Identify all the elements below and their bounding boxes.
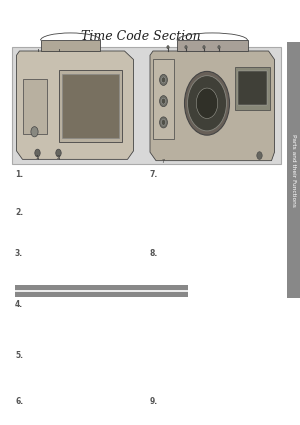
Circle shape <box>218 45 220 49</box>
Circle shape <box>160 96 167 107</box>
Circle shape <box>184 71 230 135</box>
Polygon shape <box>16 51 134 159</box>
Circle shape <box>56 149 61 157</box>
Circle shape <box>257 152 262 159</box>
Circle shape <box>35 149 40 157</box>
Bar <box>61 74 118 138</box>
Circle shape <box>188 76 226 131</box>
Text: 2.: 2. <box>15 208 23 217</box>
Bar <box>58 70 122 142</box>
Text: 7.: 7. <box>150 170 158 179</box>
Text: 5.: 5. <box>15 351 23 360</box>
Text: Parts and their Functions: Parts and their Functions <box>291 133 296 207</box>
Text: 7: 7 <box>162 159 165 164</box>
Text: 3.: 3. <box>15 249 23 258</box>
Polygon shape <box>40 40 100 51</box>
Circle shape <box>160 117 167 128</box>
Text: 1: 1 <box>36 156 39 160</box>
Bar <box>15 285 188 297</box>
Circle shape <box>203 45 205 49</box>
Text: 9.: 9. <box>150 397 158 406</box>
Circle shape <box>196 88 218 119</box>
Circle shape <box>160 74 167 85</box>
Polygon shape <box>177 40 248 51</box>
Circle shape <box>167 45 169 49</box>
Circle shape <box>185 45 187 49</box>
Text: 6.: 6. <box>15 397 23 406</box>
Text: 4.: 4. <box>15 300 23 309</box>
Text: 8.: 8. <box>150 249 158 258</box>
Circle shape <box>161 119 166 125</box>
Circle shape <box>161 77 166 83</box>
Bar <box>153 59 174 139</box>
Bar <box>22 79 46 134</box>
Circle shape <box>31 127 38 137</box>
Text: 1.: 1. <box>15 170 23 179</box>
Polygon shape <box>150 51 274 161</box>
Bar <box>238 71 267 105</box>
Bar <box>12 47 280 164</box>
Text: 2: 2 <box>57 156 60 160</box>
Circle shape <box>161 98 166 104</box>
Text: Time Code Section: Time Code Section <box>81 30 201 42</box>
Bar <box>236 67 270 110</box>
Bar <box>286 42 300 298</box>
